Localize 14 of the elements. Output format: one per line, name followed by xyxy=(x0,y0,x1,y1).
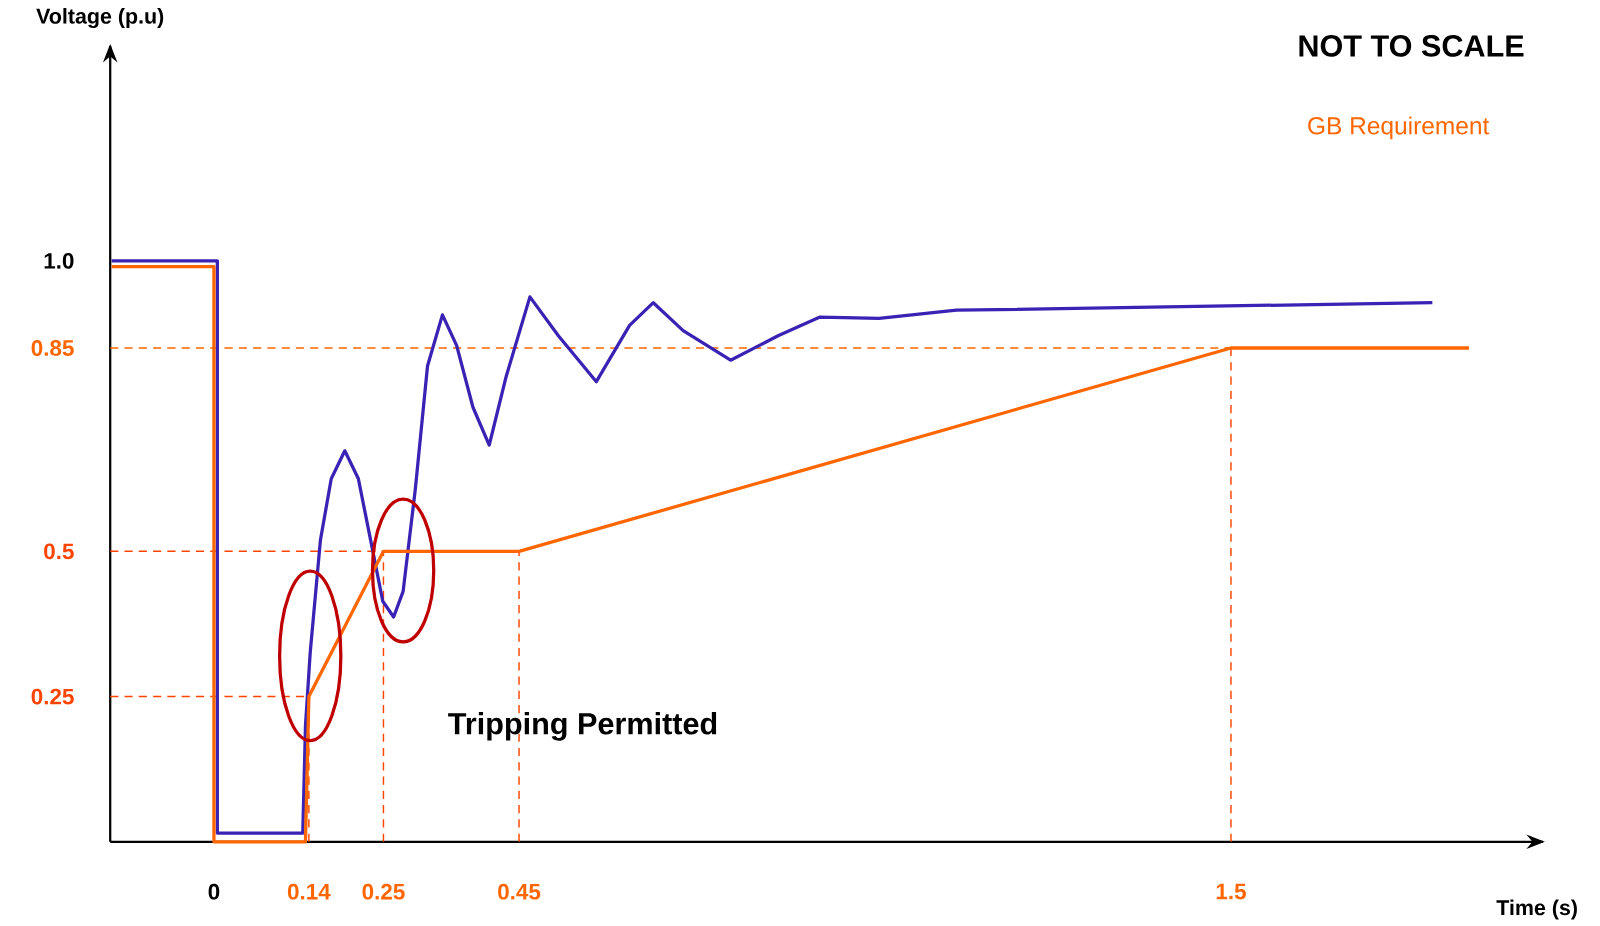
y-tick-label: 0.85 xyxy=(31,339,74,356)
x-axis-title: Time (s) xyxy=(1496,899,1577,920)
annotation: Tripping Permitted xyxy=(448,711,717,741)
x-tick-label: 0 xyxy=(208,883,220,900)
x-tick-label: 1.5 xyxy=(1216,883,1246,900)
annotation: NOT TO SCALE xyxy=(1299,34,1524,57)
x-tick-label: 0.25 xyxy=(362,883,405,900)
text: GB Requirement xyxy=(1308,116,1490,140)
y-axis-title: Voltage (p.u) xyxy=(36,7,164,28)
y-tick-label: 0.25 xyxy=(31,688,74,705)
y-tick-label: 0.5 xyxy=(44,543,74,560)
x-tick-label: 0.45 xyxy=(498,883,541,900)
y-tick-label: 1.0 xyxy=(44,252,74,269)
x-tick-label: 0.14 xyxy=(287,883,331,900)
